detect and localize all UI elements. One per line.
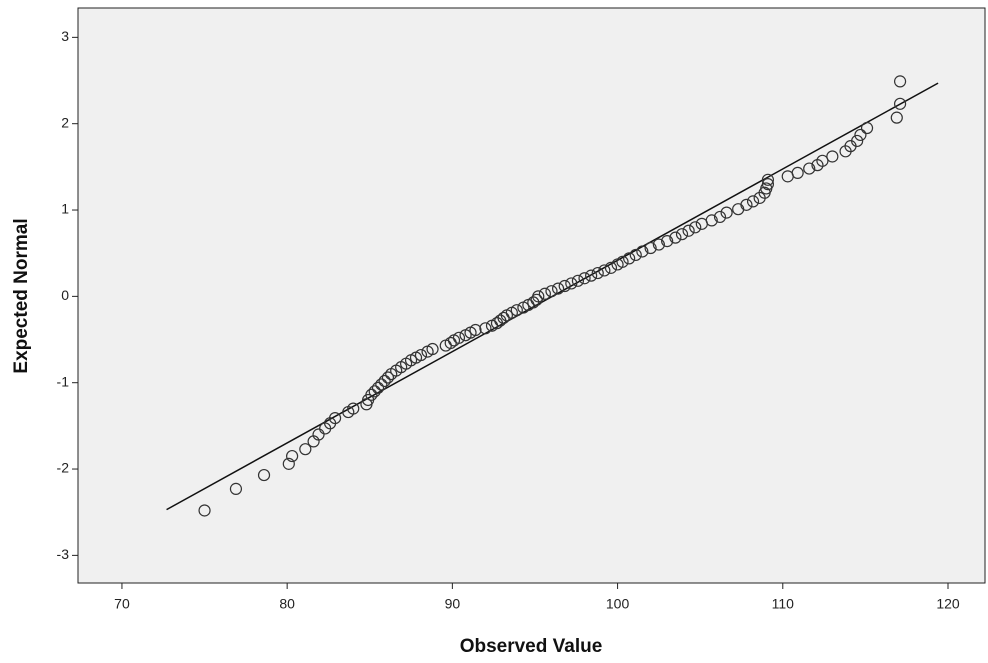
y-tick-label: -1	[57, 373, 70, 389]
x-tick-label: 120	[936, 596, 960, 612]
x-tick-label: 70	[114, 596, 130, 612]
x-tick-label: 100	[606, 596, 630, 612]
y-tick-label: 0	[61, 287, 69, 303]
plot-area	[78, 8, 985, 583]
chart: Observed Value Expected Normal -3-2-1012…	[0, 0, 988, 663]
y-axis-title: Expected Normal	[11, 218, 32, 373]
x-tick-label: 80	[279, 596, 295, 612]
y-tick-label: 1	[61, 201, 69, 217]
x-tick-label: 110	[772, 596, 795, 612]
x-axis-title: Observed Value	[460, 636, 603, 657]
x-tick-label: 90	[445, 596, 461, 612]
y-tick-label: -3	[57, 546, 70, 562]
y-tick-label: -2	[57, 460, 70, 476]
y-tick-label: 2	[61, 114, 69, 130]
y-tick-label: 3	[61, 28, 69, 44]
